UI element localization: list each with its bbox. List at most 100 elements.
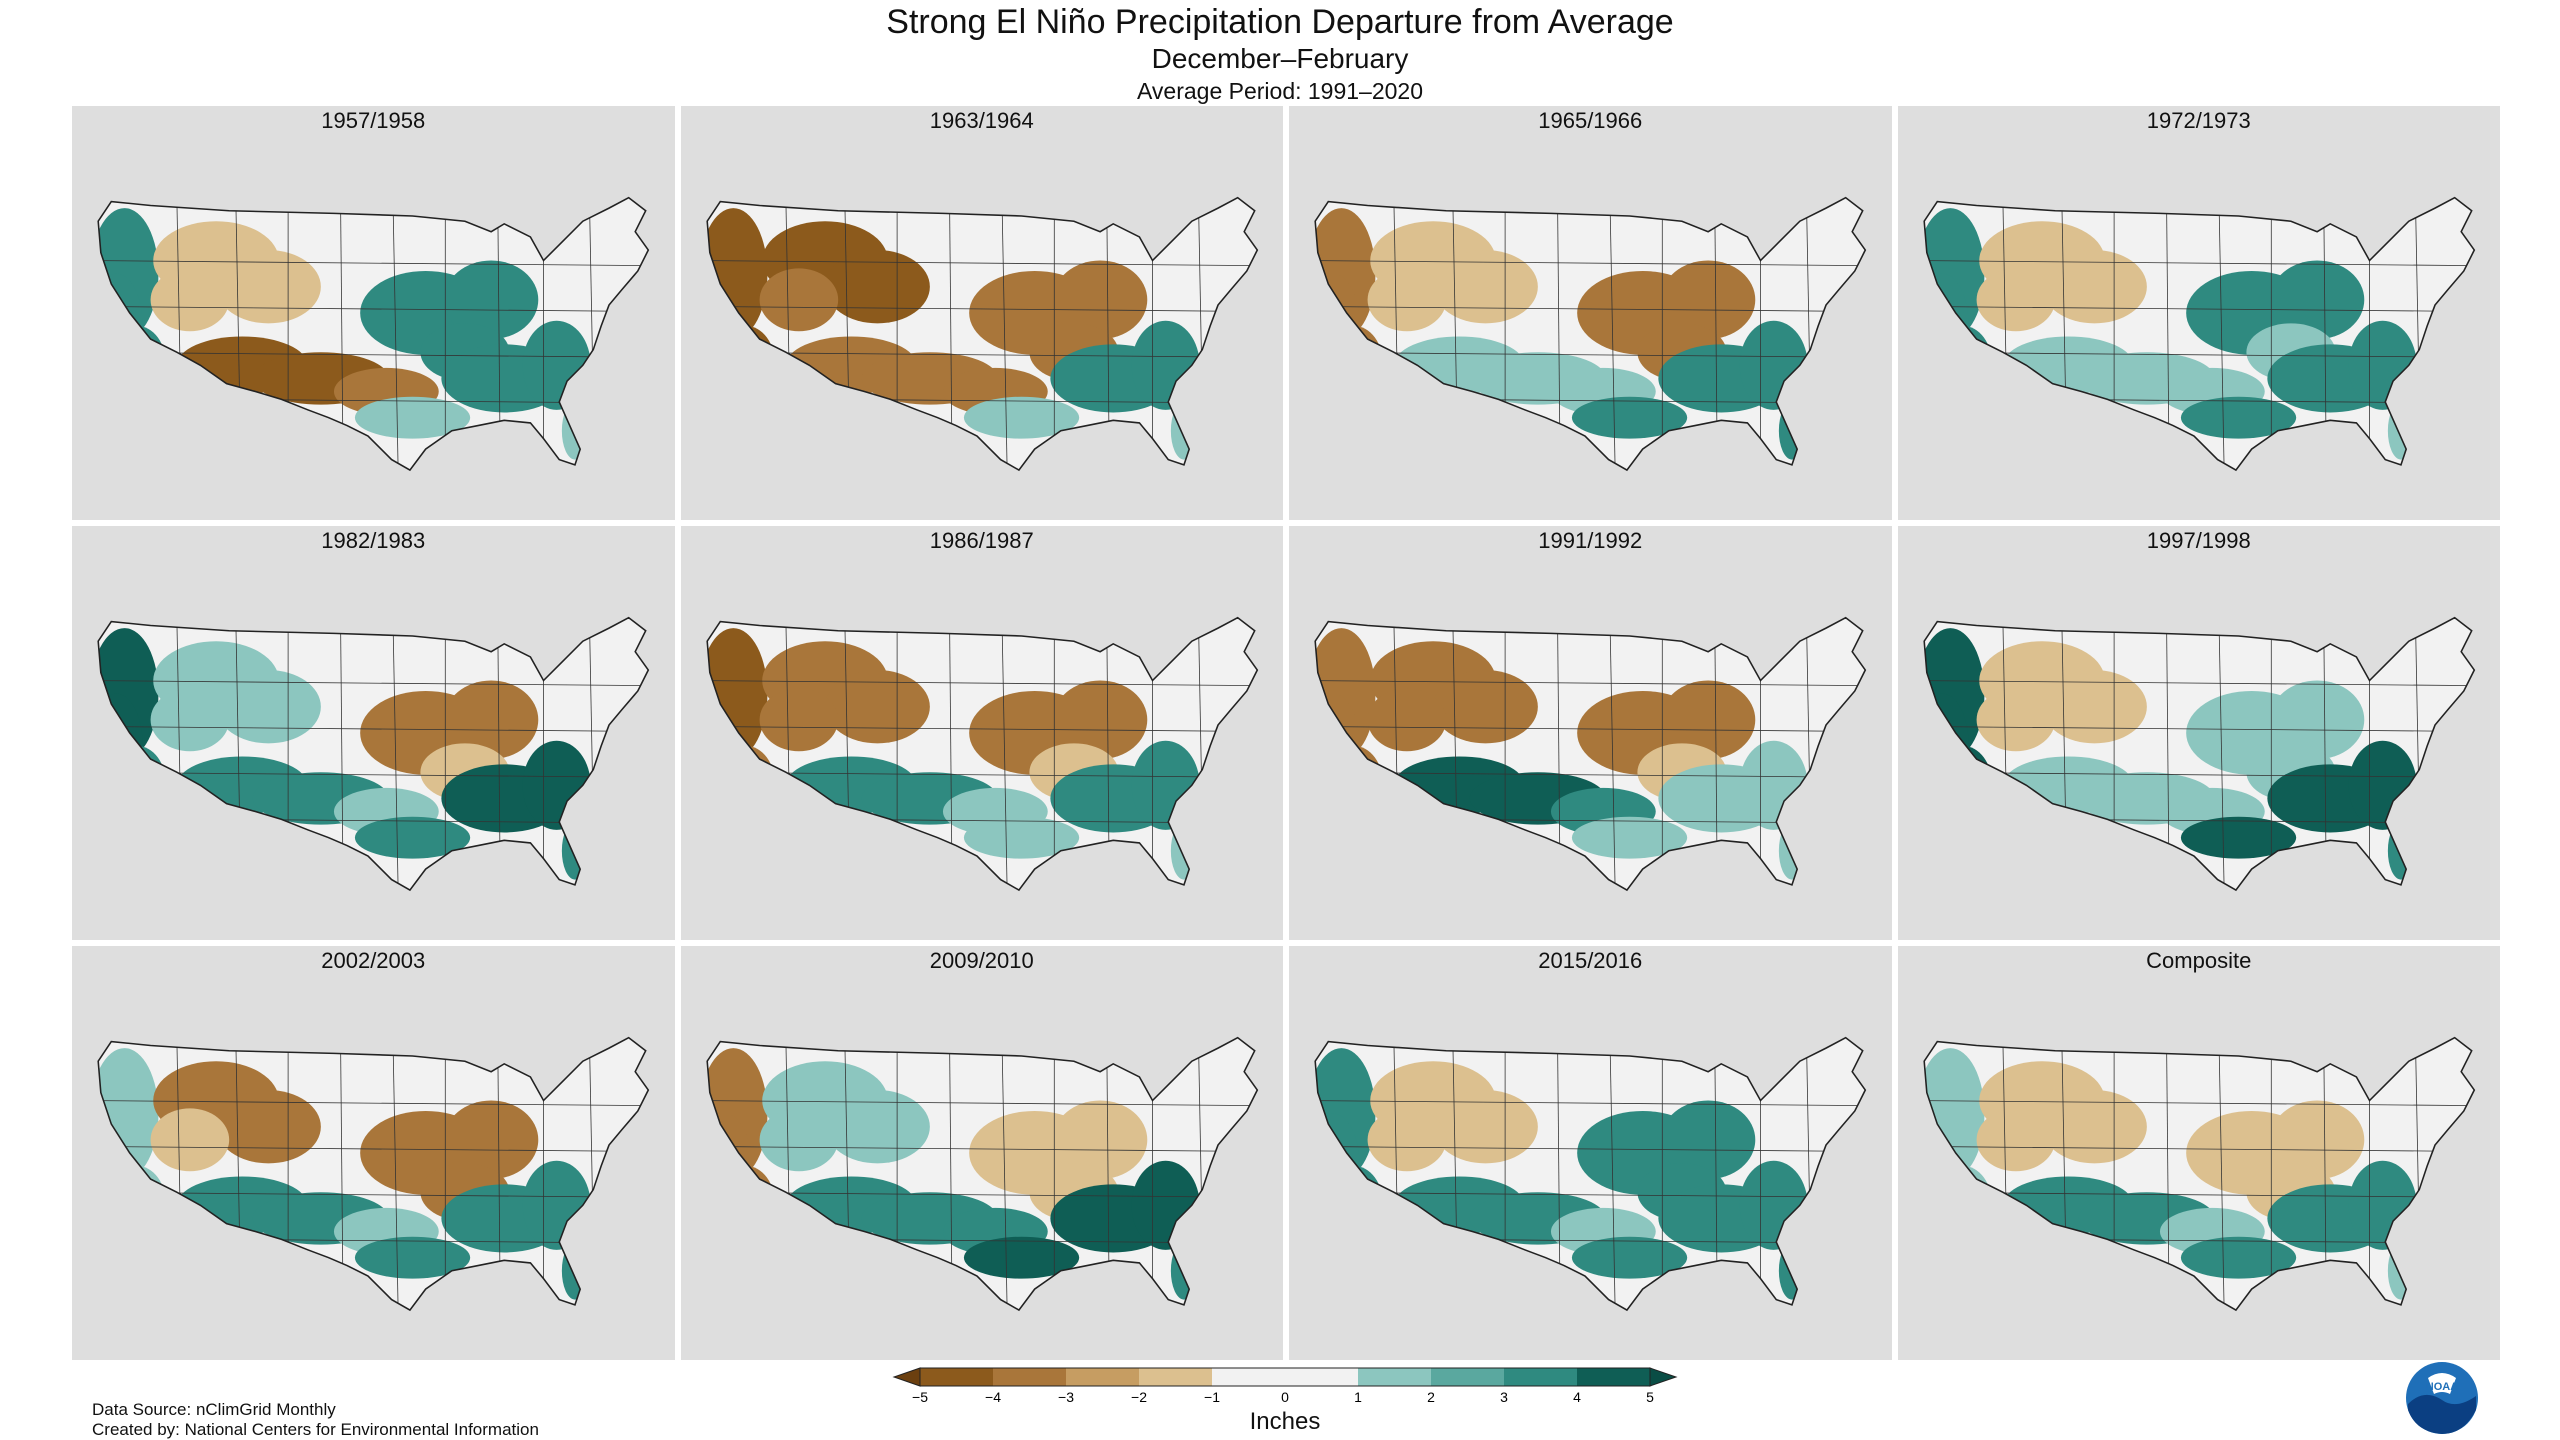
- us-outline: [1314, 616, 1867, 892]
- legend-swatch: [1358, 1368, 1431, 1386]
- precip-anomaly-area: [1923, 273, 1969, 379]
- precip-anomaly-area: [150, 688, 230, 752]
- map-panel: 1982/1983: [72, 526, 675, 940]
- panel-label: 1986/1987: [929, 528, 1034, 553]
- precip-anomaly-area: [1433, 250, 1538, 324]
- precip-anomaly-area: [2348, 320, 2417, 410]
- panel-label: 1991/1992: [1538, 528, 1643, 553]
- precip-anomaly-area: [1571, 396, 1688, 439]
- precip-anomaly-area: [522, 1160, 591, 1250]
- map-panel: 1991/1992: [1289, 526, 1892, 940]
- precip-anomaly-area: [1315, 1048, 1376, 1180]
- precip-anomaly-area: [561, 1241, 589, 1300]
- map-panel: 2015/2016: [1289, 946, 1892, 1360]
- precip-anomaly-area: [1433, 1090, 1538, 1164]
- legend-title: Inches: [1249, 1408, 1321, 1435]
- precip-anomaly-area: [717, 326, 775, 405]
- panel-label: 1997/1998: [2146, 528, 2251, 553]
- us-outline: [705, 1036, 1258, 1312]
- us-precip-map: [1922, 196, 2475, 472]
- legend-swatch: [1139, 1368, 1212, 1386]
- panel-label: Composite: [2146, 948, 2252, 973]
- precip-anomaly-area: [443, 260, 539, 340]
- legend-tick-label: 2: [1427, 1389, 1435, 1405]
- precip-anomaly-area: [354, 1236, 471, 1279]
- panel-label: 1957/1958: [321, 108, 426, 133]
- legend-swatch: [1066, 1368, 1139, 1386]
- precip-anomaly-area: [2180, 816, 2296, 859]
- us-outline: [1314, 196, 1867, 472]
- precip-anomaly-area: [1315, 273, 1360, 379]
- precip-anomaly-area: [1170, 1241, 1197, 1300]
- precip-anomaly-area: [108, 746, 167, 825]
- panel-label: 1965/1966: [1538, 108, 1643, 133]
- precip-anomaly-area: [1325, 746, 1384, 825]
- panel-label: 2002/2003: [321, 948, 426, 973]
- precip-anomaly-area: [1367, 1108, 1447, 1172]
- panel-label: 1963/1964: [929, 108, 1034, 133]
- us-outline: [97, 196, 650, 472]
- precip-anomaly-area: [2041, 250, 2147, 324]
- us-outline: [97, 1036, 650, 1312]
- precip-anomaly-area: [759, 268, 838, 332]
- precip-anomaly-area: [1778, 401, 1806, 460]
- panel-label: 2009/2010: [929, 948, 1034, 973]
- us-precip-map: [1314, 1036, 1867, 1312]
- noaa-logo-icon: NOAA: [2406, 1362, 2478, 1434]
- precip-anomaly-area: [1131, 1160, 1200, 1250]
- page-title: Strong El Niño Precipitation Departure f…: [886, 3, 1674, 41]
- precip-anomaly-area: [1923, 208, 1984, 340]
- created-by: Created by: National Centers for Environ…: [92, 1420, 539, 1439]
- precip-anomaly-area: [98, 1113, 143, 1219]
- precip-anomaly-area: [1660, 260, 1756, 340]
- precip-anomaly-area: [1976, 688, 2055, 752]
- data-source: Data Source: nClimGrid Monthly: [92, 1400, 336, 1419]
- precip-anomaly-area: [522, 320, 591, 410]
- us-precip-map: [705, 616, 1258, 892]
- precip-anomaly-area: [759, 688, 838, 752]
- precip-anomaly-area: [1571, 1236, 1688, 1279]
- precip-anomaly-area: [1934, 1166, 1992, 1245]
- precip-anomaly-area: [1976, 268, 2055, 332]
- precip-anomaly-area: [2348, 740, 2417, 830]
- us-precip-map: [1314, 616, 1867, 892]
- precip-anomaly-area: [824, 670, 930, 744]
- precip-anomaly-area: [2387, 821, 2414, 880]
- map-panel: 1957/1958: [72, 106, 675, 520]
- precip-anomaly-area: [824, 250, 930, 324]
- map-panel: 2009/2010: [680, 946, 1283, 1360]
- precip-anomaly-area: [717, 746, 775, 825]
- legend-swatch: [1431, 1368, 1504, 1386]
- precip-anomaly-area: [522, 740, 591, 830]
- map-panel: 1972/1973: [1897, 106, 2500, 520]
- precip-anomaly-area: [1934, 326, 1992, 405]
- precip-anomaly-area: [1367, 268, 1447, 332]
- map-panel: 1997/1998: [1897, 526, 2500, 940]
- precip-anomaly-area: [1739, 1160, 1808, 1250]
- legend-tick-label: −3: [1058, 1389, 1074, 1405]
- precip-anomaly-area: [1367, 688, 1447, 752]
- precip-anomaly-area: [706, 1048, 767, 1180]
- legend-swatch: [920, 1368, 993, 1386]
- precip-anomaly-area: [1131, 740, 1200, 830]
- title-block: Strong El Niño Precipitation Departure f…: [0, 0, 2560, 106]
- precip-anomaly-area: [706, 273, 752, 379]
- legend-tick-label: 4: [1573, 1389, 1581, 1405]
- us-precip-map: [97, 616, 650, 892]
- precip-anomaly-area: [1934, 746, 1992, 825]
- precip-anomaly-area: [98, 1048, 159, 1180]
- precip-anomaly-area: [706, 693, 752, 799]
- precip-anomaly-area: [1778, 1241, 1806, 1300]
- precip-anomaly-area: [963, 396, 1079, 439]
- us-outline: [97, 616, 650, 892]
- legend-swatch: [993, 1368, 1066, 1386]
- precip-anomaly-area: [1433, 670, 1538, 744]
- map-panel: 1965/1966: [1289, 106, 1892, 520]
- panel-label: 1972/1973: [2146, 108, 2251, 133]
- map-panel: 1963/1964: [680, 106, 1283, 520]
- map-panel: Composite: [1897, 946, 2500, 1360]
- us-outline: [1922, 616, 2475, 892]
- precip-anomaly-area: [2387, 1241, 2414, 1300]
- precip-anomaly-area: [1660, 680, 1756, 760]
- precip-anomaly-area: [1739, 740, 1808, 830]
